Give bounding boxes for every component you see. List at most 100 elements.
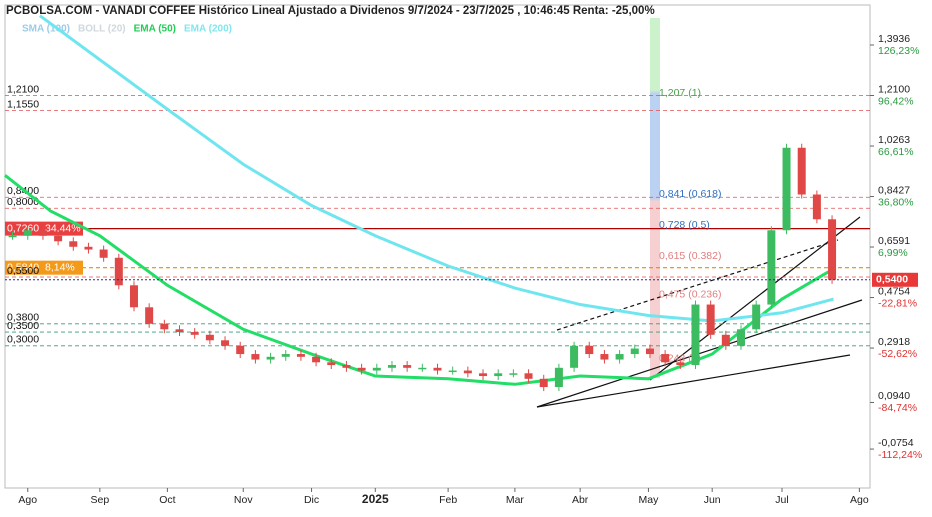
candle: [129, 285, 138, 308]
candle: [114, 257, 123, 286]
level-label: 0,8000: [7, 196, 39, 208]
x-tick-label: Mar: [506, 494, 525, 506]
candle: [782, 147, 791, 231]
candle: [767, 230, 776, 305]
candle: [479, 373, 488, 377]
candle: [175, 329, 184, 333]
y-tick-label: 1,2100: [878, 83, 910, 95]
y-tick-return: -112,24%: [878, 449, 922, 461]
candle: [205, 334, 214, 341]
level-label: 0,7260: [7, 222, 39, 234]
x-tick-label: Oct: [159, 494, 175, 506]
candle: [372, 367, 381, 371]
level-box: [5, 260, 83, 275]
candle: [752, 304, 761, 330]
candle: [812, 194, 821, 220]
level-label: 0,5500: [7, 265, 39, 277]
x-tick-label: Ago: [18, 494, 37, 506]
candle: [312, 356, 321, 363]
candle: [676, 362, 685, 366]
candle: [236, 345, 245, 355]
y-tick-return: -52,62%: [878, 348, 917, 360]
level-label: 0,5840: [7, 261, 39, 273]
y-tick-label: 0,6591: [878, 235, 910, 247]
y-tick-return: 6,99%: [878, 247, 908, 259]
fib-label: 0,475 (0.236): [659, 288, 721, 300]
trend-lines: [536, 216, 863, 408]
x-tick-label: Jun: [704, 494, 721, 506]
candle: [509, 373, 518, 375]
fib-label: 0,841 (0.618): [659, 188, 721, 200]
candle: [23, 230, 32, 236]
ema-line: [4, 174, 835, 386]
candle: [600, 354, 609, 360]
candle: [706, 304, 715, 335]
candle: [8, 235, 17, 238]
level-label: 0,3000: [7, 334, 39, 346]
candle: [524, 373, 533, 379]
plot-frame: [4, 4, 871, 489]
candle: [387, 365, 396, 368]
y-tick-label: 0,8427: [878, 184, 910, 196]
fib-band: [650, 18, 660, 378]
fib-label: 0,615 (0.382): [659, 250, 721, 262]
candle: [630, 348, 639, 355]
y-tick-label: 0,2918: [878, 336, 910, 348]
x-tick-label: May: [639, 494, 660, 506]
candle: [69, 241, 78, 247]
legend-entry: EMA (50): [134, 24, 176, 35]
y-tick-return: -84,74%: [878, 402, 917, 414]
y-tick-return: 36,80%: [878, 196, 914, 208]
candle: [828, 219, 837, 280]
level-label: 1,1550: [7, 98, 39, 110]
candle: [570, 345, 579, 368]
candle: [418, 367, 427, 370]
x-tick-label: Ago: [850, 494, 869, 506]
x-tick-label: Feb: [439, 494, 457, 506]
candle: [84, 246, 93, 250]
candle: [797, 147, 806, 195]
y-tick-label: 0,4754: [878, 285, 910, 297]
candle: [145, 307, 154, 324]
candle: [99, 249, 108, 258]
candle: [160, 323, 169, 330]
candle: [585, 345, 594, 355]
candle: [251, 354, 260, 360]
trend-line: [536, 299, 863, 408]
candle: [645, 348, 654, 355]
candle: [327, 362, 336, 366]
y-tick-label: 1,3936: [878, 33, 910, 45]
candle: [221, 340, 230, 346]
candle: [266, 356, 275, 360]
candle: [539, 378, 548, 388]
y-tick-label: 1,0263: [878, 134, 910, 146]
x-tick-label: 2025: [362, 492, 389, 506]
candle: [296, 354, 305, 357]
candle: [190, 332, 199, 335]
fib-label: 0,728 (0.5): [659, 219, 710, 231]
level-return: 34,44%: [45, 222, 81, 234]
candle: [721, 334, 730, 346]
legend-entry: EMA (200): [184, 24, 232, 35]
legend-entry: SMA (100): [22, 24, 70, 35]
trend-line: [556, 239, 839, 331]
candle: [615, 354, 624, 360]
last-price-label: 0,5400: [876, 274, 908, 286]
candle: [494, 373, 503, 377]
candle: [661, 354, 670, 363]
x-tick-label: Abr: [572, 494, 589, 506]
candle: [38, 230, 47, 236]
level-return: 8,14%: [45, 261, 75, 273]
y-tick-return: -22,81%: [878, 297, 917, 309]
y-tick-return: 126,23%: [878, 45, 919, 57]
x-tick-label: Jul: [775, 494, 788, 506]
level-label: 1,2100: [7, 83, 39, 95]
candle: [342, 365, 351, 368]
y-tick-return: 96,42%: [878, 95, 914, 107]
x-tick-label: Sep: [91, 494, 110, 506]
y-tick-label: -0,0754: [878, 437, 914, 449]
chart-title: PCBOLSA.COM - VANADI COFFEE Histórico Li…: [6, 5, 655, 17]
candle: [463, 370, 472, 374]
y-tick-label: 0,0940: [878, 390, 910, 402]
